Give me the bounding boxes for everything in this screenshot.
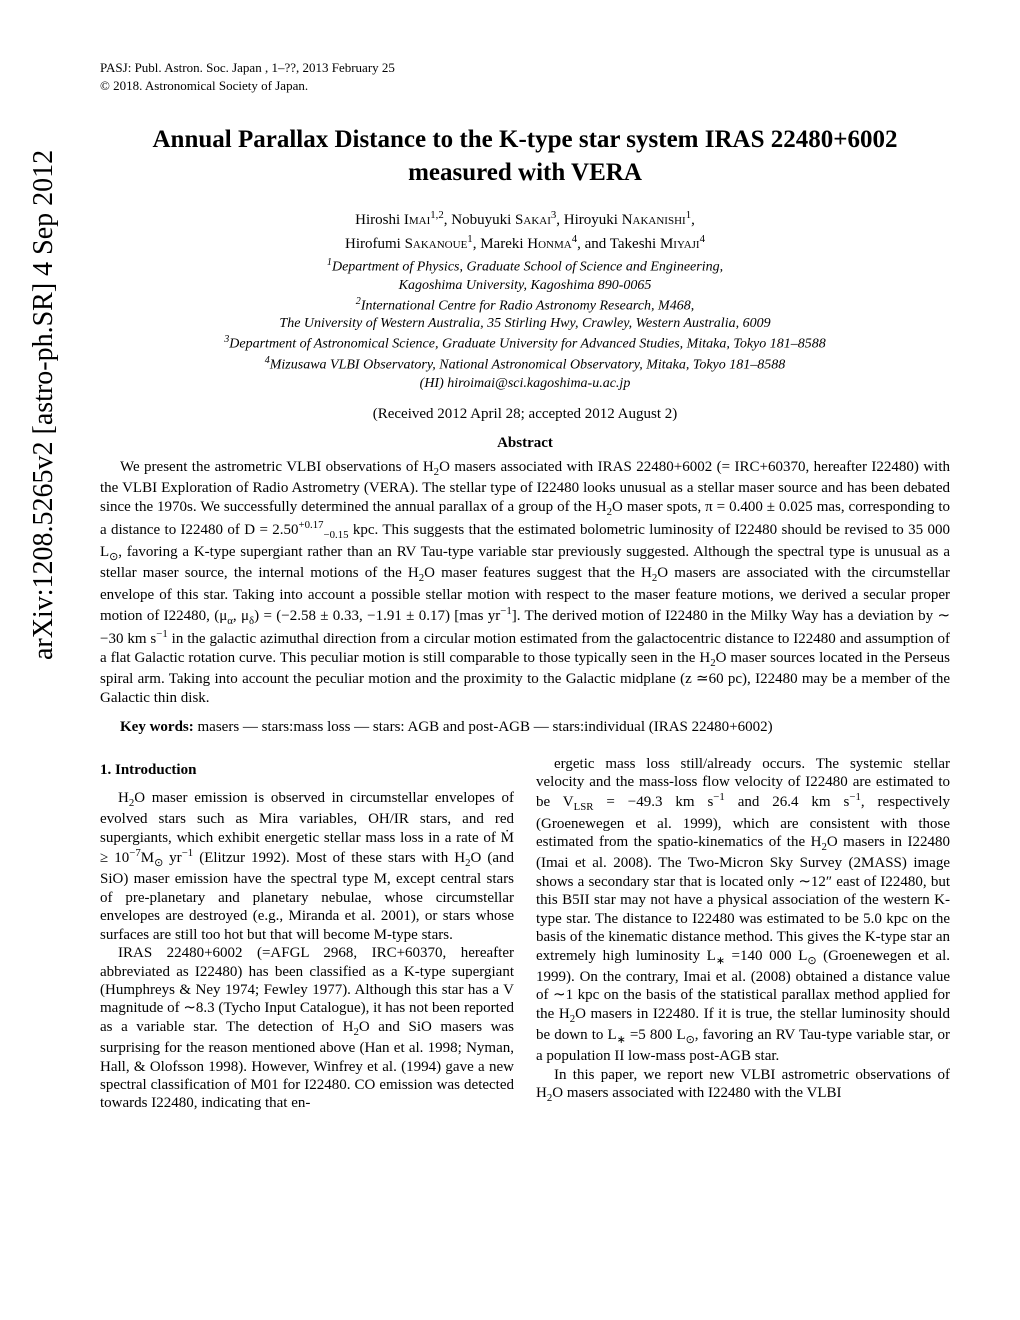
author-surname: Honma (527, 236, 571, 252)
affil-text: Mizusawa VLBI Observatory, National Astr… (270, 358, 786, 373)
affiliation-3: 3Department of Astronomical Science, Gra… (100, 334, 950, 353)
affiliation-1: 1Department of Physics, Graduate School … (100, 257, 950, 276)
running-head: PASJ: Publ. Astron. Soc. Japan , 1–??, 2… (100, 60, 950, 76)
affil-sup: 1,2 (430, 209, 444, 221)
corresponding-email: (HI) hiroimai@sci.kagoshima-u.ac.jp (100, 376, 950, 392)
author-text: Hiroshi (355, 212, 404, 228)
body-paragraph: In this paper, we report new VLBI astrom… (536, 1066, 950, 1106)
author-text: , Mareki (473, 236, 528, 252)
page-container: PASJ: Publ. Astron. Soc. Japan , 1–??, 2… (0, 0, 1020, 1163)
copyright-line: © 2018. Astronomical Society of Japan. (100, 78, 950, 94)
affiliation-4: 4Mizusawa VLBI Observatory, National Ast… (100, 355, 950, 374)
affiliation-2b: The University of Western Australia, 35 … (100, 316, 950, 332)
author-surname: Miyaji (660, 236, 700, 252)
arxiv-stamp: arXiv:1208.5265v2 [astro-ph.SR] 4 Sep 20… (28, 150, 60, 660)
author-text: Hirofumi (345, 236, 405, 252)
author-surname: Sakai (515, 212, 551, 228)
body-paragraph: H2O maser emission is observed in circum… (100, 789, 514, 944)
author-text: , Hiroyuki (556, 212, 621, 228)
author-surname: Nakanishi (622, 212, 686, 228)
affiliation-2: 2International Centre for Radio Astronom… (100, 296, 950, 315)
section-1-heading: 1. Introduction (100, 761, 514, 779)
affil-text: Department of Astronomical Science, Grad… (229, 337, 825, 352)
paper-title: Annual Parallax Distance to the K-type s… (100, 124, 950, 189)
authors-line-2: Hirofumi Sakanoue1, Mareki Honma4, and T… (100, 233, 950, 253)
affil-text: Department of Physics, Graduate School o… (332, 260, 723, 275)
keywords: Key words: masers — stars:mass loss — st… (100, 718, 950, 737)
body-paragraph: IRAS 22480+6002 (=AFGL 2968, IRC+60370, … (100, 944, 514, 1113)
body-paragraph: ergetic mass loss still/already occurs. … (536, 755, 950, 1066)
author-surname: Sakanoue (405, 236, 468, 252)
author-text: , (691, 212, 695, 228)
authors-line-1: Hiroshi Imai1,2, Nobuyuki Sakai3, Hiroyu… (100, 209, 950, 229)
abstract-heading: Abstract (100, 435, 950, 452)
author-text: , Nobuyuki (444, 212, 515, 228)
abstract-text: We present the astrometric VLBI observat… (100, 458, 950, 708)
affil-text: International Centre for Radio Astronomy… (361, 298, 694, 313)
author-surname: Imai (404, 212, 430, 228)
body-columns: 1. Introduction H2O maser emission is ob… (100, 755, 950, 1113)
affil-sup: 4 (700, 233, 705, 245)
received-accepted-dates: (Received 2012 April 28; accepted 2012 A… (100, 406, 950, 423)
author-text: , and Takeshi (577, 236, 660, 252)
affiliation-1b: Kagoshima University, Kagoshima 890-0065 (100, 278, 950, 294)
